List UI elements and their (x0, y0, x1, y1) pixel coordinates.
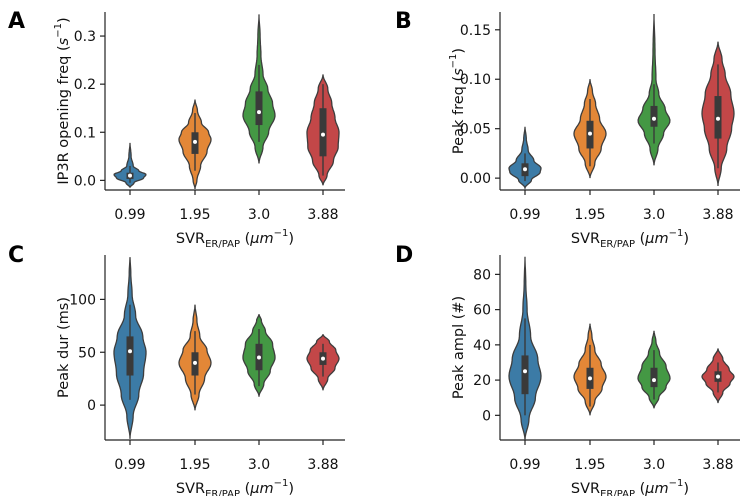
x-tick-label: 1.95 (574, 457, 605, 473)
violin-median (193, 139, 197, 144)
violin-3.0 (637, 330, 671, 409)
y-axis-label: IP3R opening freq (s−1) (53, 17, 72, 184)
x-tick-label: 0.99 (114, 457, 145, 473)
y-tick-label: 20 (473, 373, 491, 389)
violin-median (257, 355, 261, 360)
violin-3.88 (306, 334, 340, 391)
y-tick-label: 0.15 (460, 23, 491, 39)
panel-d: D 0 20 40 60 80 0.99 1.95 3.0 3.88 SVRER/PAP (μm−1… (395, 243, 740, 496)
x-axis-label: SVRER/PAP (μm−1) (571, 228, 689, 250)
panel-a: A 0.0 0.1 0.2 0.3 0.99 1.95 3.0 3.88 SVRER/PAP (μ… (8, 9, 345, 250)
violin-median (257, 110, 261, 115)
x-tick-label: 3.88 (307, 457, 338, 473)
x-tick-label: 0.99 (509, 207, 540, 223)
violin-iqr-box (255, 91, 263, 126)
x-tick-label: 3.88 (702, 457, 733, 473)
violin-3.88 (701, 348, 735, 404)
x-tick-label: 3.0 (248, 457, 270, 473)
y-tick-label: 0.00 (460, 171, 491, 187)
violin-iqr-box (319, 108, 327, 157)
x-axis-label: SVRER/PAP (μm−1) (176, 228, 294, 250)
y-tick-label: 0 (482, 408, 491, 424)
y-tick-label: 60 (473, 303, 491, 319)
violin-iqr-box (521, 355, 529, 395)
violin-iqr-box (650, 367, 658, 388)
y-tick-label: 0.0 (74, 173, 96, 189)
violin-median (321, 356, 325, 361)
y-axis-label: Peak ampl (#) (451, 296, 467, 399)
violin-3.0 (637, 14, 671, 166)
y-tick-label: 100 (69, 292, 96, 308)
y-tick-label: 0.10 (460, 72, 491, 88)
violin-3.0 (242, 14, 276, 164)
x-tick-label: 0.99 (509, 457, 540, 473)
y-tick-label: 50 (78, 345, 96, 361)
x-tick-label: 0.99 (114, 207, 145, 223)
y-tick-label: 0.3 (74, 29, 96, 45)
violin-median (716, 374, 720, 379)
violin-median (193, 360, 197, 365)
y-axis-label: Peak dur (ms) (56, 297, 72, 398)
violin-median (588, 376, 592, 381)
panel-letter: C (8, 243, 24, 268)
y-axis-label: Peak freq (s−1) (448, 48, 467, 154)
panel-b: B 0.00 0.05 0.10 0.15 0.99 1.95 3.0 3.88 SVRER/PA… (395, 9, 740, 250)
x-tick-label: 3.0 (643, 457, 665, 473)
violin-1.95 (178, 304, 212, 411)
violin-median (321, 132, 325, 137)
y-tick-label: 0 (87, 398, 96, 414)
violin-3.88 (701, 41, 735, 187)
violin-median (588, 131, 592, 136)
x-tick-label: 1.95 (574, 207, 605, 223)
violin-median (128, 173, 132, 178)
violin-median (716, 116, 720, 121)
violin-3.88 (306, 74, 340, 186)
violin-median (523, 369, 527, 374)
violin-1.95 (178, 99, 212, 190)
violin-1.95 (573, 79, 607, 179)
x-tick-label: 1.95 (179, 457, 210, 473)
panel-letter: A (8, 9, 25, 34)
violin-body (113, 142, 147, 188)
violin-median (652, 116, 656, 121)
violin-median (523, 167, 527, 172)
x-axis-label: SVRER/PAP (μm−1) (571, 478, 689, 496)
violin-0.99 (113, 257, 147, 439)
y-tick-label: 40 (473, 338, 491, 354)
panel-letter: D (395, 243, 413, 268)
violin-iqr-box (650, 105, 658, 127)
x-tick-label: 3.88 (702, 207, 733, 223)
y-tick-label: 0.1 (74, 125, 96, 141)
violin-0.99 (113, 142, 147, 188)
x-axis-label: SVRER/PAP (μm−1) (176, 478, 294, 496)
violin-1.95 (573, 323, 607, 416)
x-tick-label: 3.0 (643, 207, 665, 223)
x-tick-label: 3.0 (248, 207, 270, 223)
y-tick-label: 0.05 (460, 122, 491, 138)
violin-0.99 (508, 126, 542, 191)
x-tick-label: 3.88 (307, 207, 338, 223)
violin-3.0 (242, 314, 276, 397)
violin-median (652, 378, 656, 383)
violin-iqr-box (126, 336, 134, 376)
violin-0.99 (508, 256, 542, 441)
x-tick-label: 1.95 (179, 207, 210, 223)
panel-letter: B (395, 9, 412, 34)
y-tick-label: 80 (473, 267, 491, 283)
panel-c: C 0 50 100 0.99 1.95 3.0 3.88 SVRER/PAP (μm−1) Pe… (8, 243, 345, 496)
violin-median (128, 349, 132, 354)
y-tick-label: 0.2 (74, 77, 96, 93)
